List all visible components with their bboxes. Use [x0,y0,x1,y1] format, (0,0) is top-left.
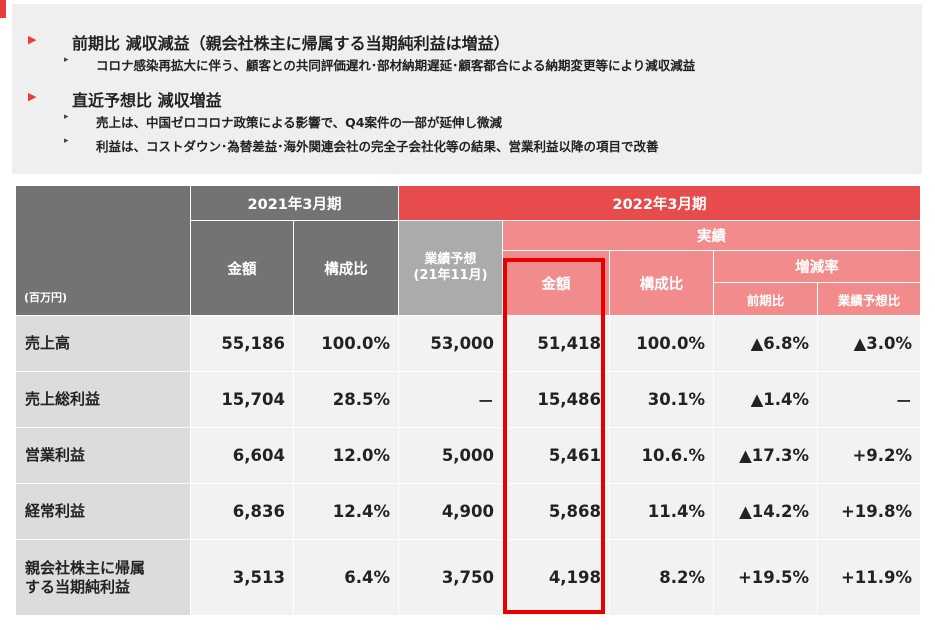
ratio-2021: 6.4% [292,539,400,616]
row-label: 親会社株主に帰属 する当期純利益 [15,539,191,616]
ratio-2021: 12.4% [292,483,400,540]
yoy-change: ▲14.2% [713,483,819,540]
table-row: 親会社株主に帰属 する当期純利益 3,513 6.4% 3,750 4,198 8… [15,539,922,616]
ratio-2021: 28.5% [292,371,400,428]
ratio-2022: 11.4% [609,483,715,540]
yoy-change: ▲17.3% [713,427,819,484]
forecast-value: 53,000 [398,315,504,372]
ratio-2022: 10.6.% [609,427,715,484]
col-yoy: 前期比 [713,282,819,316]
row-label: 売上高 [15,315,191,372]
change-rate-header: 増減率 [713,250,922,283]
table-row: 売上高 55,186 100.0% 53,000 51,418 100.0% ▲… [15,315,922,372]
heading-vs-forecast-text: 直近予想比 減収増益 [72,91,222,110]
amount-2022: 5,868 [502,483,611,540]
forecast-value: 4,900 [398,483,504,540]
table-row: 経常利益 6,836 12.4% 4,900 5,868 11.4% ▲14.2… [15,483,922,540]
col-ratio-2022: 構成比 [609,250,715,316]
heading-yoy-text: 前期比 減収減益（親会社株主に帰属する当期純利益は増益） [72,34,510,53]
yoy-change: +19.5% [713,539,819,616]
amount-2022: 4,198 [502,539,611,616]
bullet-text: コロナ感染再拡大に伴う、顧客との共同評価遅れ･部材納期遅延･顧客都合による納期変… [96,58,696,73]
table-row: 売上総利益 15,704 28.5% － 15,486 30.1% ▲1.4% … [15,371,922,428]
unit-label: (百万円) [15,185,191,316]
ratio-2022: 100.0% [609,315,715,372]
amount-2022: 51,418 [502,315,611,372]
actual-header: 実績 [502,220,922,251]
row-label: 売上総利益 [15,371,191,428]
forecast-value: 5,000 [398,427,504,484]
col-forecast: 業績予想 (21年11月) [398,220,504,316]
triangle-bullet-icon: ▶ [28,90,37,103]
forecast-value: 3,750 [398,539,504,616]
amount-2022: 15,486 [502,371,611,428]
col-amount-2022: 金額 [502,250,611,316]
row-label: 経常利益 [15,483,191,540]
fy2021-header: 2021年3月期 [189,185,400,221]
forecast-value: － [398,371,504,428]
yoy-change: ▲6.8% [713,315,819,372]
triangle-bullet-icon: ▶ [28,33,37,46]
summary-box: ▶ 前期比 減収減益（親会社株主に帰属する当期純利益は増益） ▸ コロナ感染再拡… [12,4,922,174]
amount-2021: 3,513 [190,539,294,616]
col-ratio-2021: 構成比 [292,220,400,316]
financial-results-table: (百万円) 2021年3月期 2022年3月期 金額 構成比 業績予想 (21年… [15,185,922,616]
bullet-icon: ▸ [64,112,69,122]
forecast-date: (21年11月) [413,268,488,283]
vs-forecast-change: +19.8% [817,483,922,540]
bullet-text: 利益は、コストダウン･為替差益･海外関連会社の完全子会社化等の結果、営業利益以降… [96,139,659,154]
amount-2021: 15,704 [190,371,294,428]
col-amount-2021: 金額 [190,220,294,316]
vs-forecast-change: +11.9% [817,539,922,616]
vs-forecast-change: +9.2% [817,427,922,484]
vs-forecast-change: ▲3.0% [817,315,922,372]
fy2022-header: 2022年3月期 [398,185,922,221]
amount-2022: 5,461 [502,427,611,484]
bullet-text: 売上は、中国ゼロコロナ政策による影響で、Q4案件の一部が延伸し微減 [96,115,502,130]
row-label: 営業利益 [15,427,191,484]
ratio-2021: 12.0% [292,427,400,484]
ratio-2022: 30.1% [609,371,715,428]
ratio-2021: 100.0% [292,315,400,372]
col-vs-forecast: 業績予想比 [817,282,922,316]
table-row: 営業利益 6,604 12.0% 5,000 5,461 10.6.% ▲17.… [15,427,922,484]
forecast-label: 業績予想 [424,252,477,267]
amount-2021: 6,604 [190,427,294,484]
bullet-icon: ▸ [64,136,69,146]
yoy-change: ▲1.4% [713,371,819,428]
accent-bar [0,0,6,18]
amount-2021: 55,186 [190,315,294,372]
vs-forecast-change: － [817,371,922,428]
amount-2021: 6,836 [190,483,294,540]
ratio-2022: 8.2% [609,539,715,616]
bullet-icon: ▸ [64,55,69,65]
